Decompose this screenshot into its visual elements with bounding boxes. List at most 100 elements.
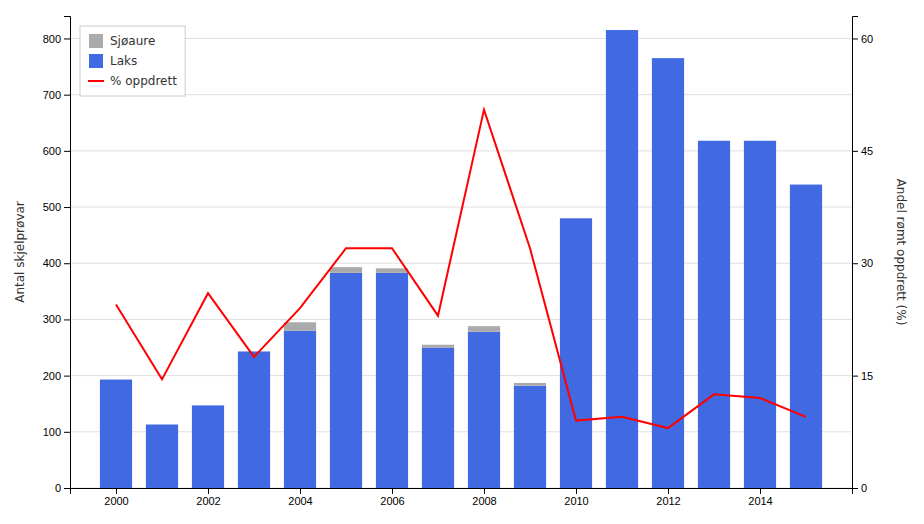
bar — [698, 141, 730, 488]
plot-area: 2000 2002 2004 2006 2008 2010 2012 2014 0 100 200 3… — [13, 17, 908, 507]
tick-label: 700 — [43, 89, 61, 101]
tick-mark — [576, 488, 577, 494]
bar — [376, 273, 408, 488]
tick-mark — [64, 263, 70, 264]
legend-label: % oppdrett — [110, 74, 177, 88]
tick: 100 — [43, 426, 70, 438]
bar — [330, 273, 362, 488]
tick-label: 800 — [43, 32, 61, 44]
tick: 2012 — [656, 488, 680, 507]
tick-mark — [116, 488, 117, 494]
tick-label: 100 — [43, 426, 61, 438]
bar — [100, 379, 132, 380]
bar — [192, 405, 224, 406]
tick-mark — [852, 263, 858, 264]
bar — [192, 405, 224, 488]
legend-label: Sjøaure — [110, 34, 155, 48]
legend-swatch — [89, 34, 103, 48]
chart-container: 2000 2002 2004 2006 2008 2010 2012 2014 0 100 200 3… — [0, 0, 924, 524]
tick-label: 0 — [861, 482, 867, 494]
tick-label: 2002 — [196, 495, 220, 507]
tick: 200 — [43, 370, 70, 382]
legend-swatch — [88, 80, 104, 82]
legend-item: Sjøaure — [89, 34, 155, 49]
bar-series — [100, 30, 822, 488]
legend-item: Laks — [89, 54, 137, 69]
tick: 400 — [43, 257, 70, 269]
y2-axis: 015304560 — [852, 17, 873, 495]
tick: 2006 — [380, 488, 404, 507]
tick-mark — [484, 488, 485, 494]
tick-mark — [64, 488, 70, 489]
tick-label: 400 — [43, 257, 61, 269]
tick-mark — [852, 151, 858, 152]
bar — [652, 58, 684, 488]
tick-label: 15 — [861, 370, 873, 382]
tick-mark — [760, 488, 761, 494]
tick-mark — [852, 38, 858, 39]
axis-line — [64, 17, 71, 489]
bar — [330, 267, 362, 273]
tick-mark — [208, 488, 209, 494]
tick: 60 — [852, 32, 873, 44]
tick-mark — [852, 488, 858, 489]
tick-mark — [300, 488, 301, 494]
legend-swatch — [89, 54, 103, 68]
tick-mark — [64, 319, 70, 320]
tick-label: 2014 — [748, 495, 772, 507]
tick-mark — [852, 376, 858, 377]
tick: 15 — [852, 370, 873, 382]
tick-mark — [64, 151, 70, 152]
tick-mark — [64, 95, 70, 96]
marks — [100, 30, 822, 488]
legend-box — [80, 26, 185, 96]
bar — [422, 345, 454, 348]
tick: 800 — [43, 32, 70, 44]
tick-mark — [64, 432, 70, 433]
bar — [606, 30, 638, 31]
tick-label: 2000 — [104, 495, 128, 507]
tick: 0 — [55, 482, 70, 494]
tick: 2000 — [104, 488, 128, 507]
tick: 300 — [43, 313, 70, 325]
grid-line — [70, 319, 852, 320]
legend: Sjøaure Laks % oppdrett — [80, 26, 185, 96]
bar — [790, 184, 822, 185]
tick-label: 200 — [43, 370, 61, 382]
axis-title: Andel rømt oppdrett (%) — [894, 179, 908, 326]
bar — [514, 386, 546, 488]
tick: 2004 — [288, 488, 312, 507]
bar — [790, 185, 822, 488]
tick-mark — [64, 38, 70, 39]
grid-line — [70, 150, 852, 151]
grid — [70, 38, 852, 488]
x-axis: 2000 2002 2004 2006 2008 2010 2012 2014 — [71, 488, 853, 507]
chart-svg: 2000 2002 2004 2006 2008 2010 2012 2014 0 100 200 3… — [0, 0, 924, 524]
tick: 600 — [43, 145, 70, 157]
tick-label: 2006 — [380, 495, 404, 507]
bar-series — [284, 267, 546, 386]
bar — [422, 348, 454, 488]
bar — [514, 383, 546, 386]
tick: 700 — [43, 89, 70, 101]
bar — [284, 331, 316, 488]
bar — [238, 351, 270, 488]
tick-label: 45 — [861, 145, 873, 157]
tick-mark — [392, 488, 393, 494]
tick: 2010 — [564, 488, 588, 507]
axis-line — [853, 17, 859, 489]
bar — [698, 140, 730, 141]
bar — [468, 332, 500, 488]
y-axis: 0 100 200 300 400 500 600 700 800 — [43, 17, 71, 495]
tick-label: 2010 — [564, 495, 588, 507]
bar — [560, 218, 592, 488]
legend-label: Laks — [110, 54, 137, 68]
tick: 2002 — [196, 488, 220, 507]
bar — [100, 380, 132, 488]
tick: 2008 — [472, 488, 496, 507]
tick-label: 2004 — [288, 495, 312, 507]
tick-label: 500 — [43, 201, 61, 213]
tick: 0 — [852, 482, 867, 494]
line — [116, 110, 806, 428]
grid-line — [70, 38, 852, 39]
